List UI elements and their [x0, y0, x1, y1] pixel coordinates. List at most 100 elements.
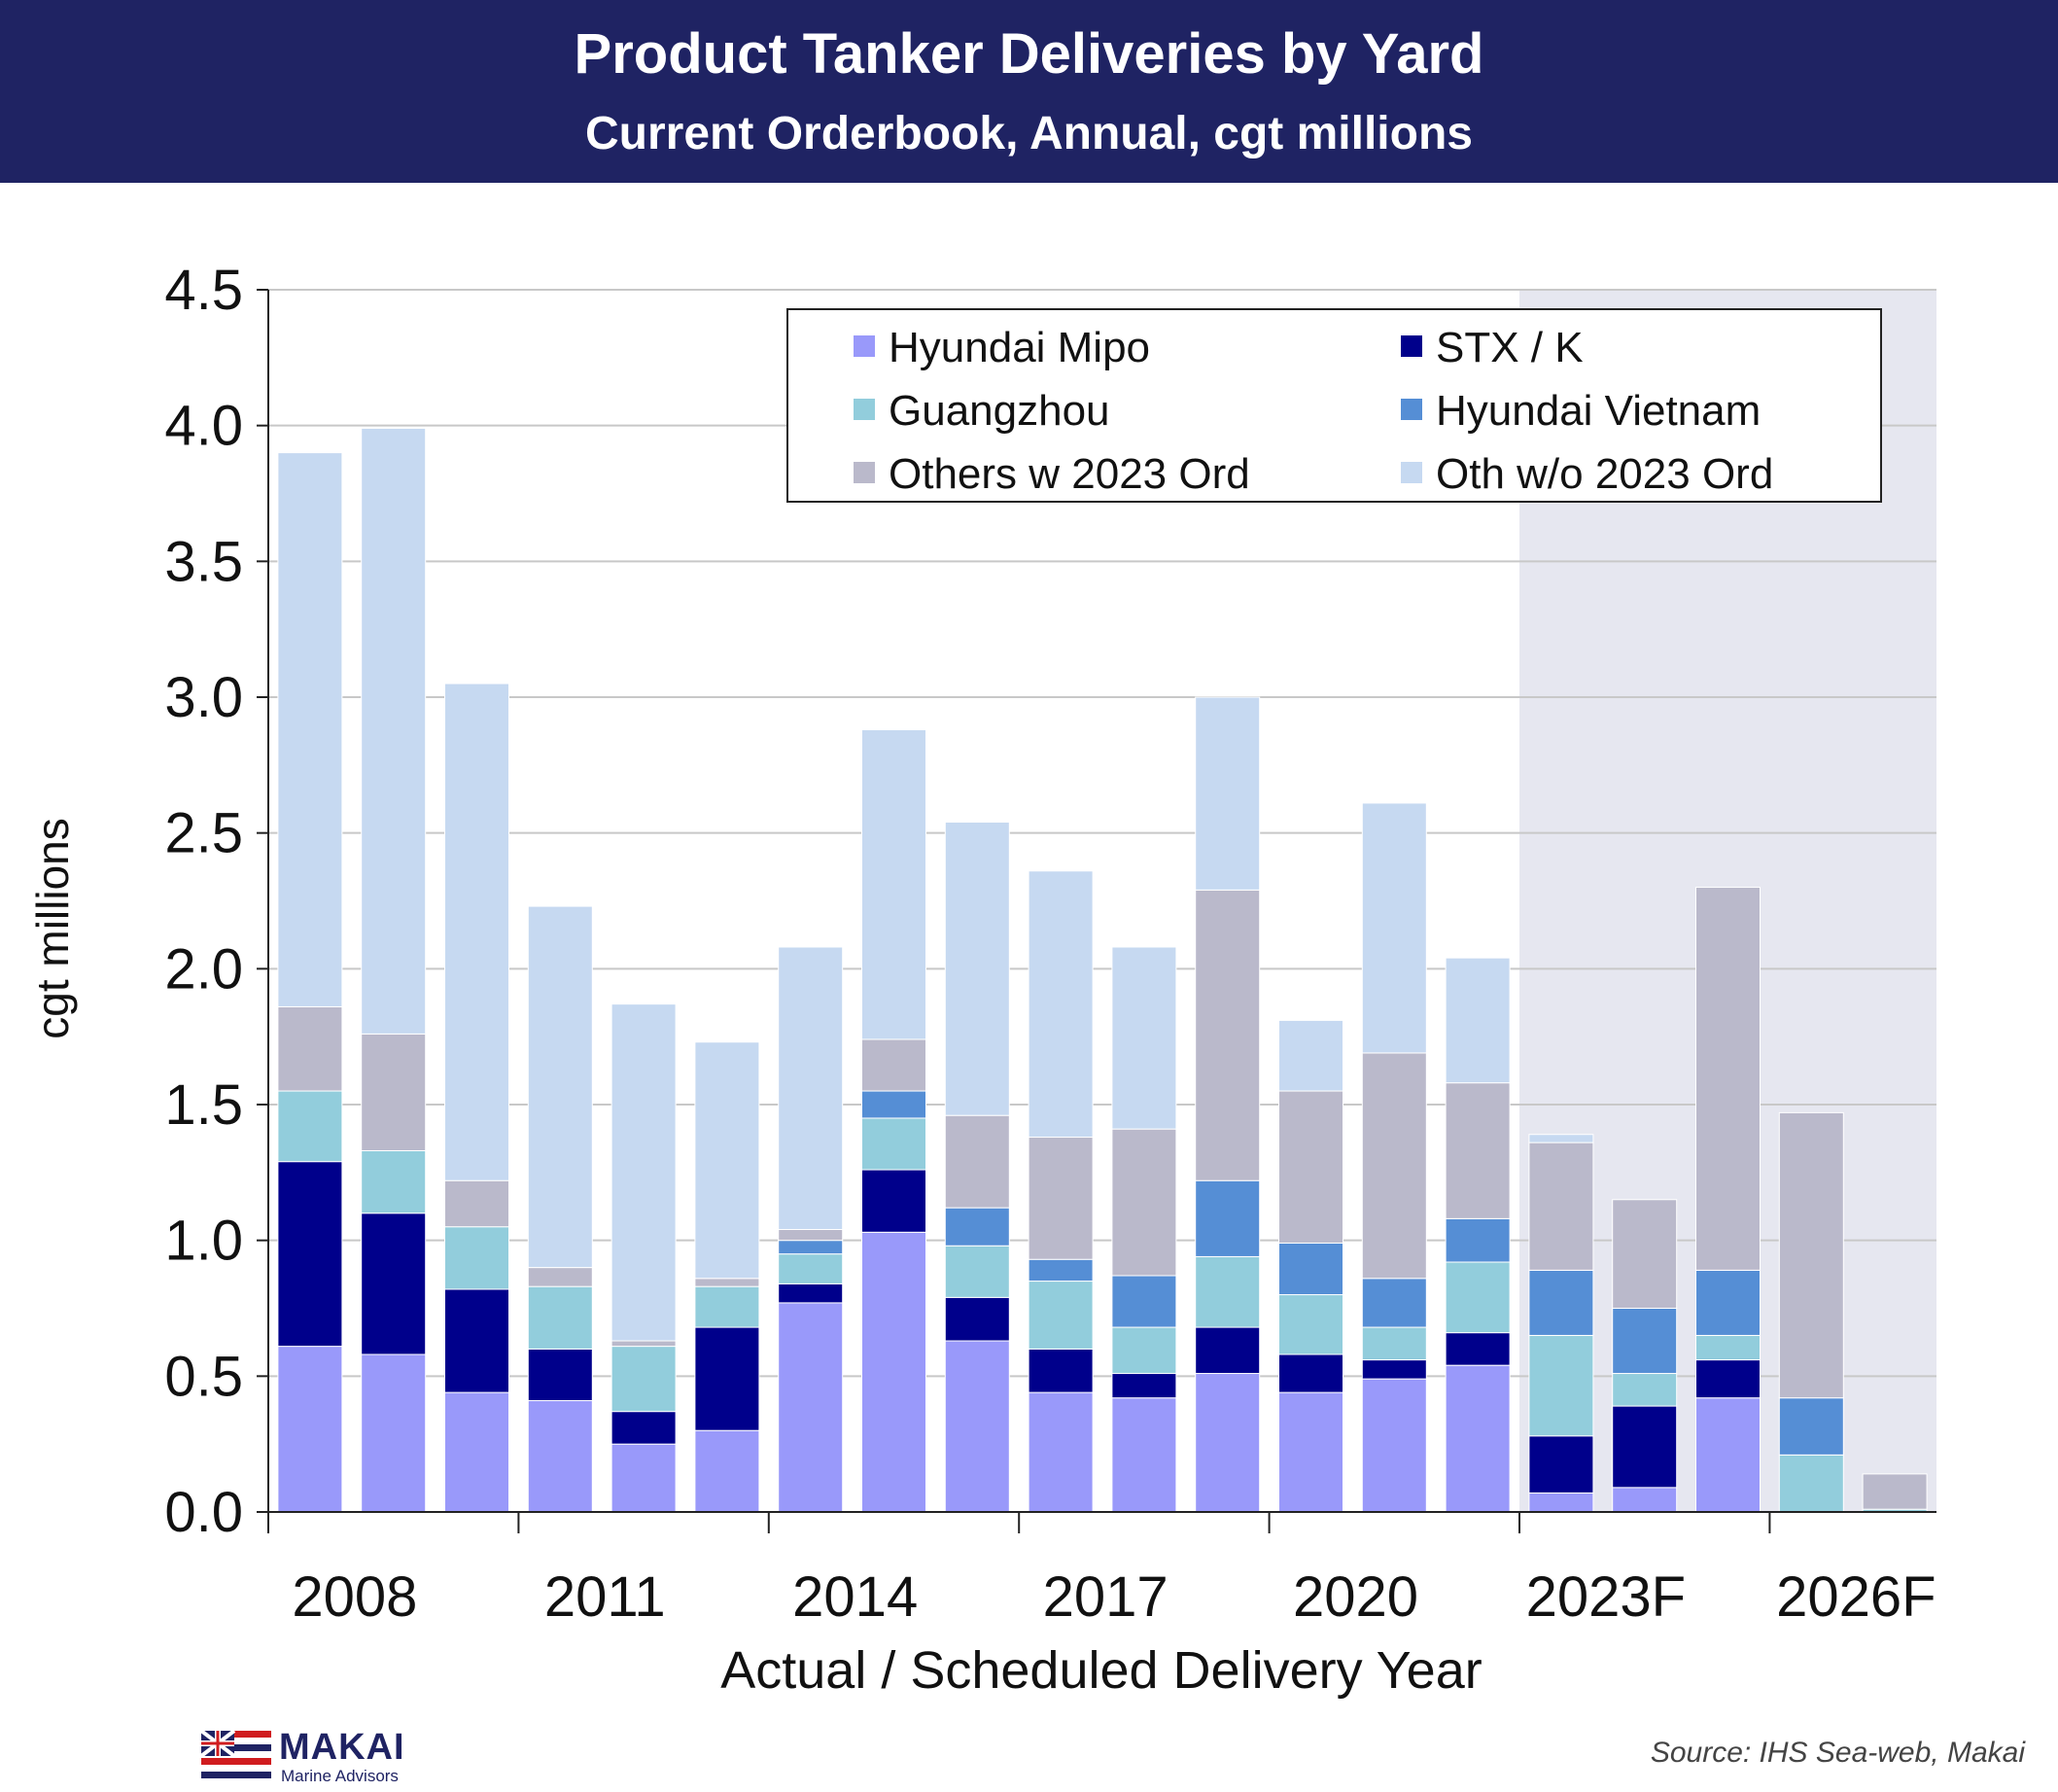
- bar-segment: [1528, 1142, 1594, 1271]
- bar-segment: [1695, 887, 1761, 1271]
- bar-segment: [444, 1391, 509, 1513]
- bar-segment: [1612, 1405, 1678, 1489]
- x-axis-label: Actual / Scheduled Delivery Year: [720, 1641, 1482, 1700]
- bar-segment: [861, 1231, 926, 1513]
- bar-segment: [944, 821, 1010, 1116]
- bar-segment: [361, 1353, 427, 1513]
- y-tick-labels: 0.0 0.5 1.0 1.5 2.0 2.5 3.0 3.5 4.0 4.5: [164, 259, 243, 1544]
- bar-segment: [1695, 1269, 1761, 1336]
- legend-swatch: [854, 399, 875, 420]
- bar-segment: [778, 1253, 844, 1284]
- bar-segment: [444, 1288, 509, 1393]
- bar-segment: [694, 1285, 760, 1328]
- bar-segment: [1028, 870, 1094, 1139]
- x-tick-label: 2023F: [1526, 1565, 1686, 1629]
- bar-segment: [778, 1283, 844, 1304]
- bar-segment: [610, 1443, 677, 1513]
- bar-segment: [1528, 1492, 1594, 1513]
- stacked-bar-chart: 0.00.51.01.52.02.53.03.54.04.5 2008 2011 2…: [27, 259, 1936, 1700]
- bar-segment: [861, 729, 926, 1040]
- bar-segment: [1528, 1334, 1594, 1437]
- bar-segment: [1361, 1052, 1427, 1280]
- y-tick-label: 3.0: [164, 666, 243, 729]
- bar-segment: [361, 427, 427, 1035]
- bar-segment: [778, 1302, 844, 1513]
- bar-segment: [527, 1285, 593, 1350]
- bar-segment: [1361, 1326, 1427, 1361]
- bar-segment: [1612, 1199, 1678, 1310]
- bar-segment: [944, 1245, 1010, 1298]
- bar-segment: [1528, 1134, 1594, 1143]
- bar-segment: [861, 1090, 926, 1119]
- axes: [267, 290, 1936, 1533]
- bar-segment: [1195, 1179, 1261, 1257]
- bar-segment: [1111, 1373, 1177, 1399]
- legend-label: Hyundai Mipo: [889, 324, 1150, 371]
- legend-label: Others w 2023 Ord: [889, 450, 1250, 498]
- y-axis-label: cgt millions: [27, 818, 78, 1039]
- bar-segment: [277, 1005, 343, 1092]
- bar-segment: [1361, 1359, 1427, 1380]
- bar-segment: [1778, 1111, 1844, 1399]
- bar-segment: [1528, 1435, 1594, 1493]
- makai-logo: MAKAI Marine Advisors: [201, 1727, 444, 1785]
- bar-segment: [1195, 696, 1261, 891]
- bar-segment: [444, 683, 509, 1181]
- y-tick-label: 3.5: [164, 530, 243, 593]
- bar-segment: [1111, 1275, 1177, 1328]
- bar-segment: [1528, 1269, 1594, 1336]
- chart-title: Product Tanker Deliveries by Yard: [574, 22, 1484, 86]
- source-note: Source: IHS Sea-web, Makai: [1650, 1737, 2025, 1769]
- bar-segment: [1361, 802, 1427, 1054]
- bar-segment: [1278, 1353, 1343, 1393]
- bar-segment: [1028, 1258, 1094, 1283]
- bar-segment: [1361, 1278, 1427, 1328]
- bar-segment: [944, 1114, 1010, 1209]
- y-tick-label: 2.0: [164, 937, 243, 1001]
- bar-segment: [694, 1041, 760, 1280]
- bar-segment: [861, 1038, 926, 1092]
- bar-segment: [444, 1226, 509, 1290]
- legend-swatch: [1401, 335, 1422, 357]
- x-tick-label: 2008: [292, 1565, 417, 1629]
- bar-segment: [1778, 1454, 1844, 1513]
- bars: [277, 427, 1928, 1513]
- legend-label: STX / K: [1436, 324, 1584, 371]
- bar-segment: [1278, 1294, 1343, 1355]
- bar-segment: [610, 1003, 677, 1342]
- bar-segment: [361, 1149, 427, 1214]
- bar-segment: [1361, 1378, 1427, 1513]
- bar-segment: [1445, 1364, 1511, 1513]
- bar-segment: [277, 1090, 343, 1163]
- hawaii-flag-icon: [201, 1731, 271, 1781]
- bar-segment: [1445, 1217, 1511, 1263]
- bar-segment: [1695, 1359, 1761, 1399]
- x-tick-label: 2014: [792, 1565, 918, 1629]
- bar-segment: [1195, 1326, 1261, 1375]
- legend-label: Oth w/o 2023 Ord: [1436, 450, 1773, 498]
- bar-segment: [861, 1117, 926, 1171]
- bar-segment: [1612, 1373, 1678, 1407]
- x-tick-label: 2011: [544, 1565, 666, 1629]
- chart-subtitle: Current Orderbook, Annual, cgt millions: [585, 108, 1473, 159]
- bar-segment: [1278, 1391, 1343, 1513]
- legend-swatch: [1401, 462, 1422, 483]
- bar-segment: [694, 1278, 760, 1287]
- bar-segment: [1695, 1397, 1761, 1513]
- x-tick-label: 2026F: [1776, 1565, 1936, 1629]
- bar-segment: [1862, 1473, 1928, 1510]
- bar-segment: [1111, 946, 1177, 1130]
- bar-segment: [1195, 889, 1261, 1181]
- bar-segment: [277, 1161, 343, 1348]
- y-tick-label: 1.5: [164, 1073, 243, 1137]
- bar-segment: [277, 1346, 343, 1513]
- bar-segment: [1278, 1090, 1343, 1244]
- bar-segment: [610, 1346, 677, 1413]
- bar-segment: [1612, 1308, 1678, 1375]
- x-tick-labels: 2008 2011 2014 2017 2020 2023F 2026F: [292, 1565, 1936, 1629]
- legend-label: Hyundai Vietnam: [1436, 387, 1761, 435]
- logo-name: MAKAI: [279, 1727, 405, 1768]
- bar-segment: [1028, 1137, 1094, 1260]
- chart-header: Product Tanker Deliveries by Yard Curren…: [0, 0, 2058, 183]
- bar-segment: [527, 1399, 593, 1513]
